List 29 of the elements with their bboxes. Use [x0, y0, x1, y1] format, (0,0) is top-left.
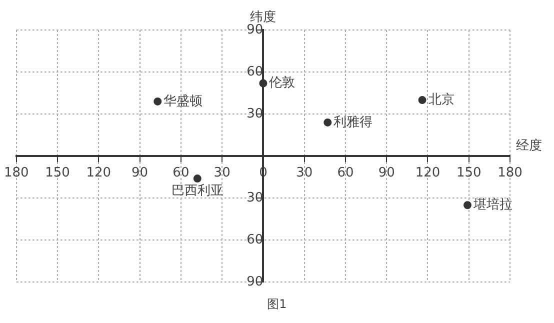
y-axis-title: 纬度 — [250, 8, 276, 25]
x-tick-label: 60 — [172, 165, 190, 180]
point — [193, 174, 202, 183]
series-label: 北京 — [428, 92, 454, 108]
series-label: 堪培拉 — [472, 198, 512, 213]
x-tick-label: 90 — [378, 165, 395, 180]
point — [324, 118, 332, 126]
x-tick-label: 150 — [45, 165, 70, 180]
point — [463, 201, 472, 210]
x-tick-label: 90 — [132, 165, 148, 180]
caption: 图1 — [266, 296, 288, 313]
x-tick-label: 180 — [498, 165, 522, 180]
y-tick-label: 90 — [246, 22, 264, 38]
x-tick-label: 30 — [214, 165, 230, 180]
series-label: 伦敦 — [269, 76, 296, 91]
x-tick-label: 30 — [296, 165, 313, 180]
x-tick-label: 120 — [86, 165, 112, 180]
series-label: 巴西利亚 — [171, 183, 224, 198]
point — [154, 97, 162, 106]
point — [418, 96, 426, 104]
series-label: 华盛顿 — [164, 94, 203, 109]
x-tick-label: 120 — [415, 165, 440, 180]
y-tick-label: 90 — [246, 274, 264, 290]
x-tick-label: 180 — [4, 165, 29, 180]
series-label: 利雅得 — [334, 114, 373, 130]
x-axis-title: 经度 — [516, 137, 542, 154]
point — [259, 79, 268, 88]
x-tick-label: 150 — [456, 165, 482, 180]
x-tick-label: 60 — [337, 165, 354, 180]
